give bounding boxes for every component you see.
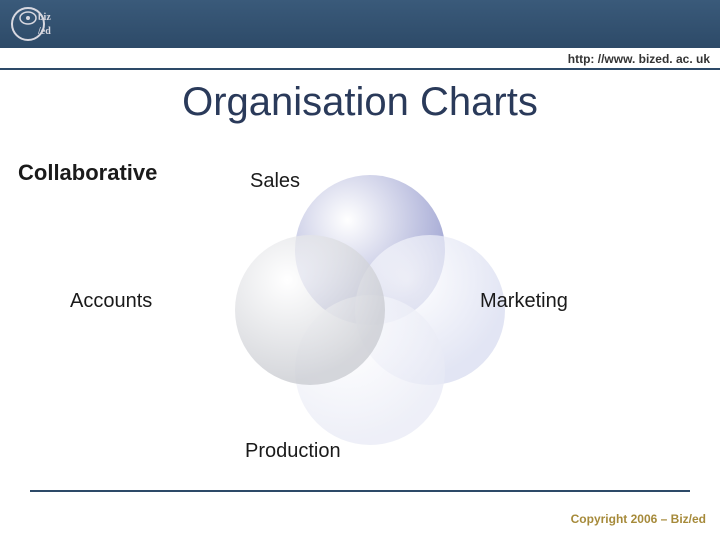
copyright-text: Copyright 2006 – Biz/ed [571,512,706,526]
venn-label-sales: Sales [250,170,300,193]
venn-diagram: SalesMarketingProductionAccounts [200,150,540,470]
venn-label-accounts: Accounts [70,290,152,313]
header-bar: biz /ed [0,0,720,48]
footer-divider [30,490,690,492]
subtitle: Collaborative [18,160,157,186]
venn-label-production: Production [245,440,341,463]
venn-circle-accounts [235,235,385,385]
svg-text:biz: biz [38,12,51,23]
svg-text:/ed: /ed [37,26,51,37]
url-text: http: //www. bized. ac. uk [568,52,710,66]
venn-label-marketing: Marketing [480,290,568,313]
url-bar: http: //www. bized. ac. uk [0,48,720,70]
page-title: Organisation Charts [0,80,720,125]
bized-logo: biz /ed [8,4,68,44]
